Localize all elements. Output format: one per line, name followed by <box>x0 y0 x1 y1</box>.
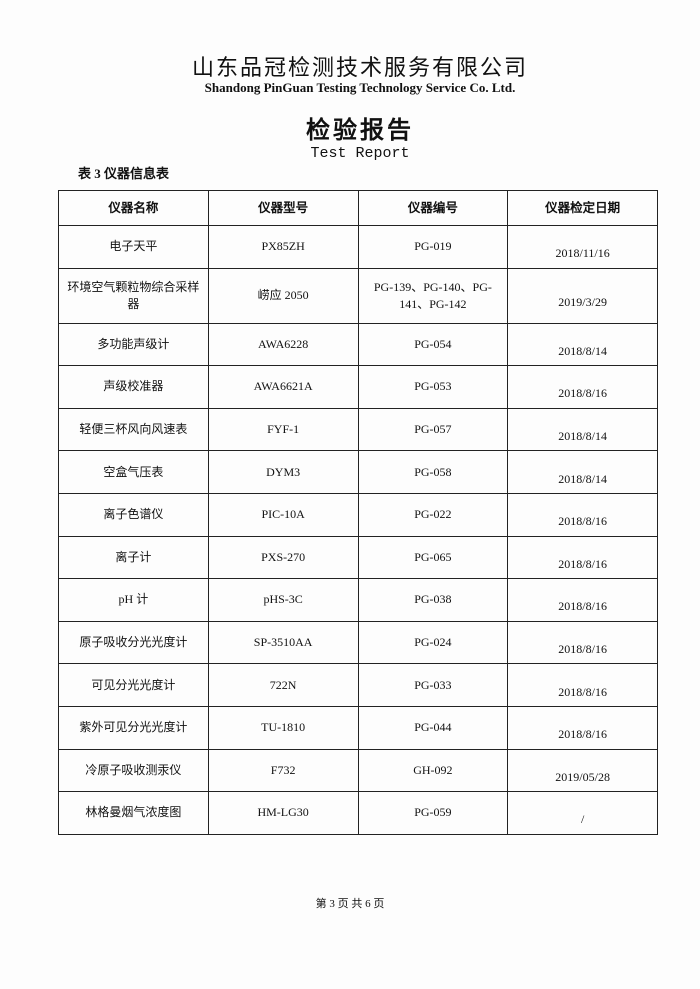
table-cell: 2018/8/16 <box>507 705 658 750</box>
instrument-table: 仪器名称 仪器型号 仪器编号 仪器检定日期 电子天平 PX85ZH PG-019 2018/… <box>58 190 658 835</box>
header-row: 仪器名称 仪器型号 仪器编号 仪器检定日期 <box>58 190 658 226</box>
table-cell: PG-054 <box>357 322 509 367</box>
table-row: 多功能声级计 AWA6228 PG-054 2018/8/14 <box>58 322 658 367</box>
table-cell: PX85ZH <box>207 225 359 269</box>
table-cell: PG-024 <box>357 620 509 665</box>
table-cell: 2018/8/16 <box>507 365 658 409</box>
table-cell: 2018/8/16 <box>507 578 658 622</box>
table-cell: 2018/8/14 <box>507 407 658 452</box>
table-cell: TU-1810 <box>207 705 359 750</box>
table-cell: 紫外可见分光光度计 <box>58 705 209 750</box>
table-cell: PG-038 <box>357 578 509 622</box>
table-cell: 2018/11/16 <box>507 225 658 269</box>
table-row: 空盒气压表 DYM3 PG-058 2018/8/14 <box>58 450 658 494</box>
table-row: 离子计 PXS-270 PG-065 2018/8/16 <box>58 535 658 580</box>
table-cell: PG-139、PG-140、PG-141、PG-142 <box>357 267 509 324</box>
table-cell: 2019/05/28 <box>507 748 658 793</box>
table-cell: HM-LG30 <box>207 791 359 835</box>
table-cell: 轻便三杯风向风速表 <box>58 407 209 452</box>
header-cell: 仪器检定日期 <box>507 190 658 226</box>
report-title: 检验报告 <box>306 118 414 144</box>
page-number: 第 3 页 共 6 页 <box>315 898 385 910</box>
header-cell: 仪器型号 <box>207 190 359 226</box>
table-cell: PG-033 <box>357 663 509 707</box>
table-cell: AWA6228 <box>207 322 359 367</box>
table-cell: pHS-3C <box>207 578 359 622</box>
table-cell: 多功能声级计 <box>58 322 209 367</box>
table-cell: PG-057 <box>357 407 509 452</box>
company-name-cn: 山东品冠检测技术服务有限公司 <box>191 55 528 80</box>
table-cell: 冷原子吸收测汞仪 <box>58 748 209 793</box>
table-cell: 环境空气颗粒物综合采样器 <box>58 267 209 324</box>
table-cell: PG-044 <box>357 705 509 750</box>
table-cell: 离子色谱仪 <box>58 492 209 537</box>
table-cell: PG-022 <box>357 492 509 537</box>
table-cell: PXS-270 <box>207 535 359 580</box>
header-cell: 仪器编号 <box>357 190 509 226</box>
table-row: pH 计 pHS-3C PG-038 2018/8/16 <box>58 578 658 622</box>
table-row: 声级校准器 AWA6621A PG-053 2018/8/16 <box>58 365 658 409</box>
table-caption: 表 3 仪器信息表 <box>78 166 170 181</box>
table-cell: 2018/8/14 <box>507 450 658 494</box>
table-cell: 2018/8/16 <box>507 492 658 537</box>
table-cell: SP-3510AA <box>207 620 359 665</box>
table-cell: PG-059 <box>357 791 509 835</box>
table-row: 林格曼烟气浓度图 HM-LG30 PG-059/ <box>58 791 658 835</box>
table-cell: DYM3 <box>207 450 359 494</box>
table-row: 冷原子吸收测汞仪 F732 GH-092 2019/05/28 <box>58 748 658 793</box>
table-cell: AWA6621A <box>207 365 359 409</box>
table-cell: PIC-10A <box>207 492 359 537</box>
table-cell: 722N <box>207 663 359 707</box>
table-cell: 声级校准器 <box>58 365 209 409</box>
table-head: 仪器名称 仪器型号 仪器编号 仪器检定日期 <box>58 190 658 226</box>
table-cell: 2018/8/16 <box>507 535 658 580</box>
table-row: 可见分光光度计 722N PG-033 2018/8/16 <box>58 663 658 707</box>
table-cell: 2018/8/14 <box>507 322 658 367</box>
table-cell: PG-019 <box>357 225 509 269</box>
table-row: 原子吸收分光光度计 SP-3510AA PG-024 2018/8/16 <box>58 620 658 665</box>
table-cell: 2019/3/29 <box>507 267 658 324</box>
table-cell: pH 计 <box>58 578 209 622</box>
table-cell: 原子吸收分光光度计 <box>58 620 209 665</box>
table-row: 轻便三杯风向风速表 FYF-1 PG-057 2018/8/14 <box>58 407 658 452</box>
table-body: 电子天平 PX85ZH PG-019 2018/11/16 环境空气颗粒物综合采样器 崂应… <box>58 225 658 835</box>
table-cell: F732 <box>207 748 359 793</box>
table-cell: 崂应 2050 <box>207 267 359 324</box>
table-cell: 可见分光光度计 <box>58 663 209 707</box>
table-cell: / <box>507 791 658 835</box>
report-title-en: Test Report <box>310 145 410 162</box>
table-cell: GH-092 <box>357 748 509 793</box>
table-row: 环境空气颗粒物综合采样器 崂应 2050 PG-139、PG-140、PG-141、… <box>58 267 658 324</box>
table-row: 紫外可见分光光度计 TU-1810 PG-044 2018/8/16 <box>58 705 658 750</box>
table-cell: 2018/8/16 <box>507 620 658 665</box>
table-row: 电子天平 PX85ZH PG-019 2018/11/16 <box>58 225 658 269</box>
table-cell: PG-065 <box>357 535 509 580</box>
table-cell: PG-053 <box>357 365 509 409</box>
table-cell: 电子天平 <box>58 225 209 269</box>
table-row: 离子色谱仪 PIC-10A PG-022 2018/8/16 <box>58 492 658 537</box>
table-cell: PG-058 <box>357 450 509 494</box>
table-cell: 空盒气压表 <box>58 450 209 494</box>
table-cell: 林格曼烟气浓度图 <box>58 791 209 835</box>
table-cell: FYF-1 <box>207 407 359 452</box>
table-cell: 离子计 <box>58 535 209 580</box>
header-cell: 仪器名称 <box>58 190 209 226</box>
table-cell: 2018/8/16 <box>507 663 658 707</box>
company-name-en: Shandong PinGuan Testing Technology Serv… <box>204 80 516 95</box>
